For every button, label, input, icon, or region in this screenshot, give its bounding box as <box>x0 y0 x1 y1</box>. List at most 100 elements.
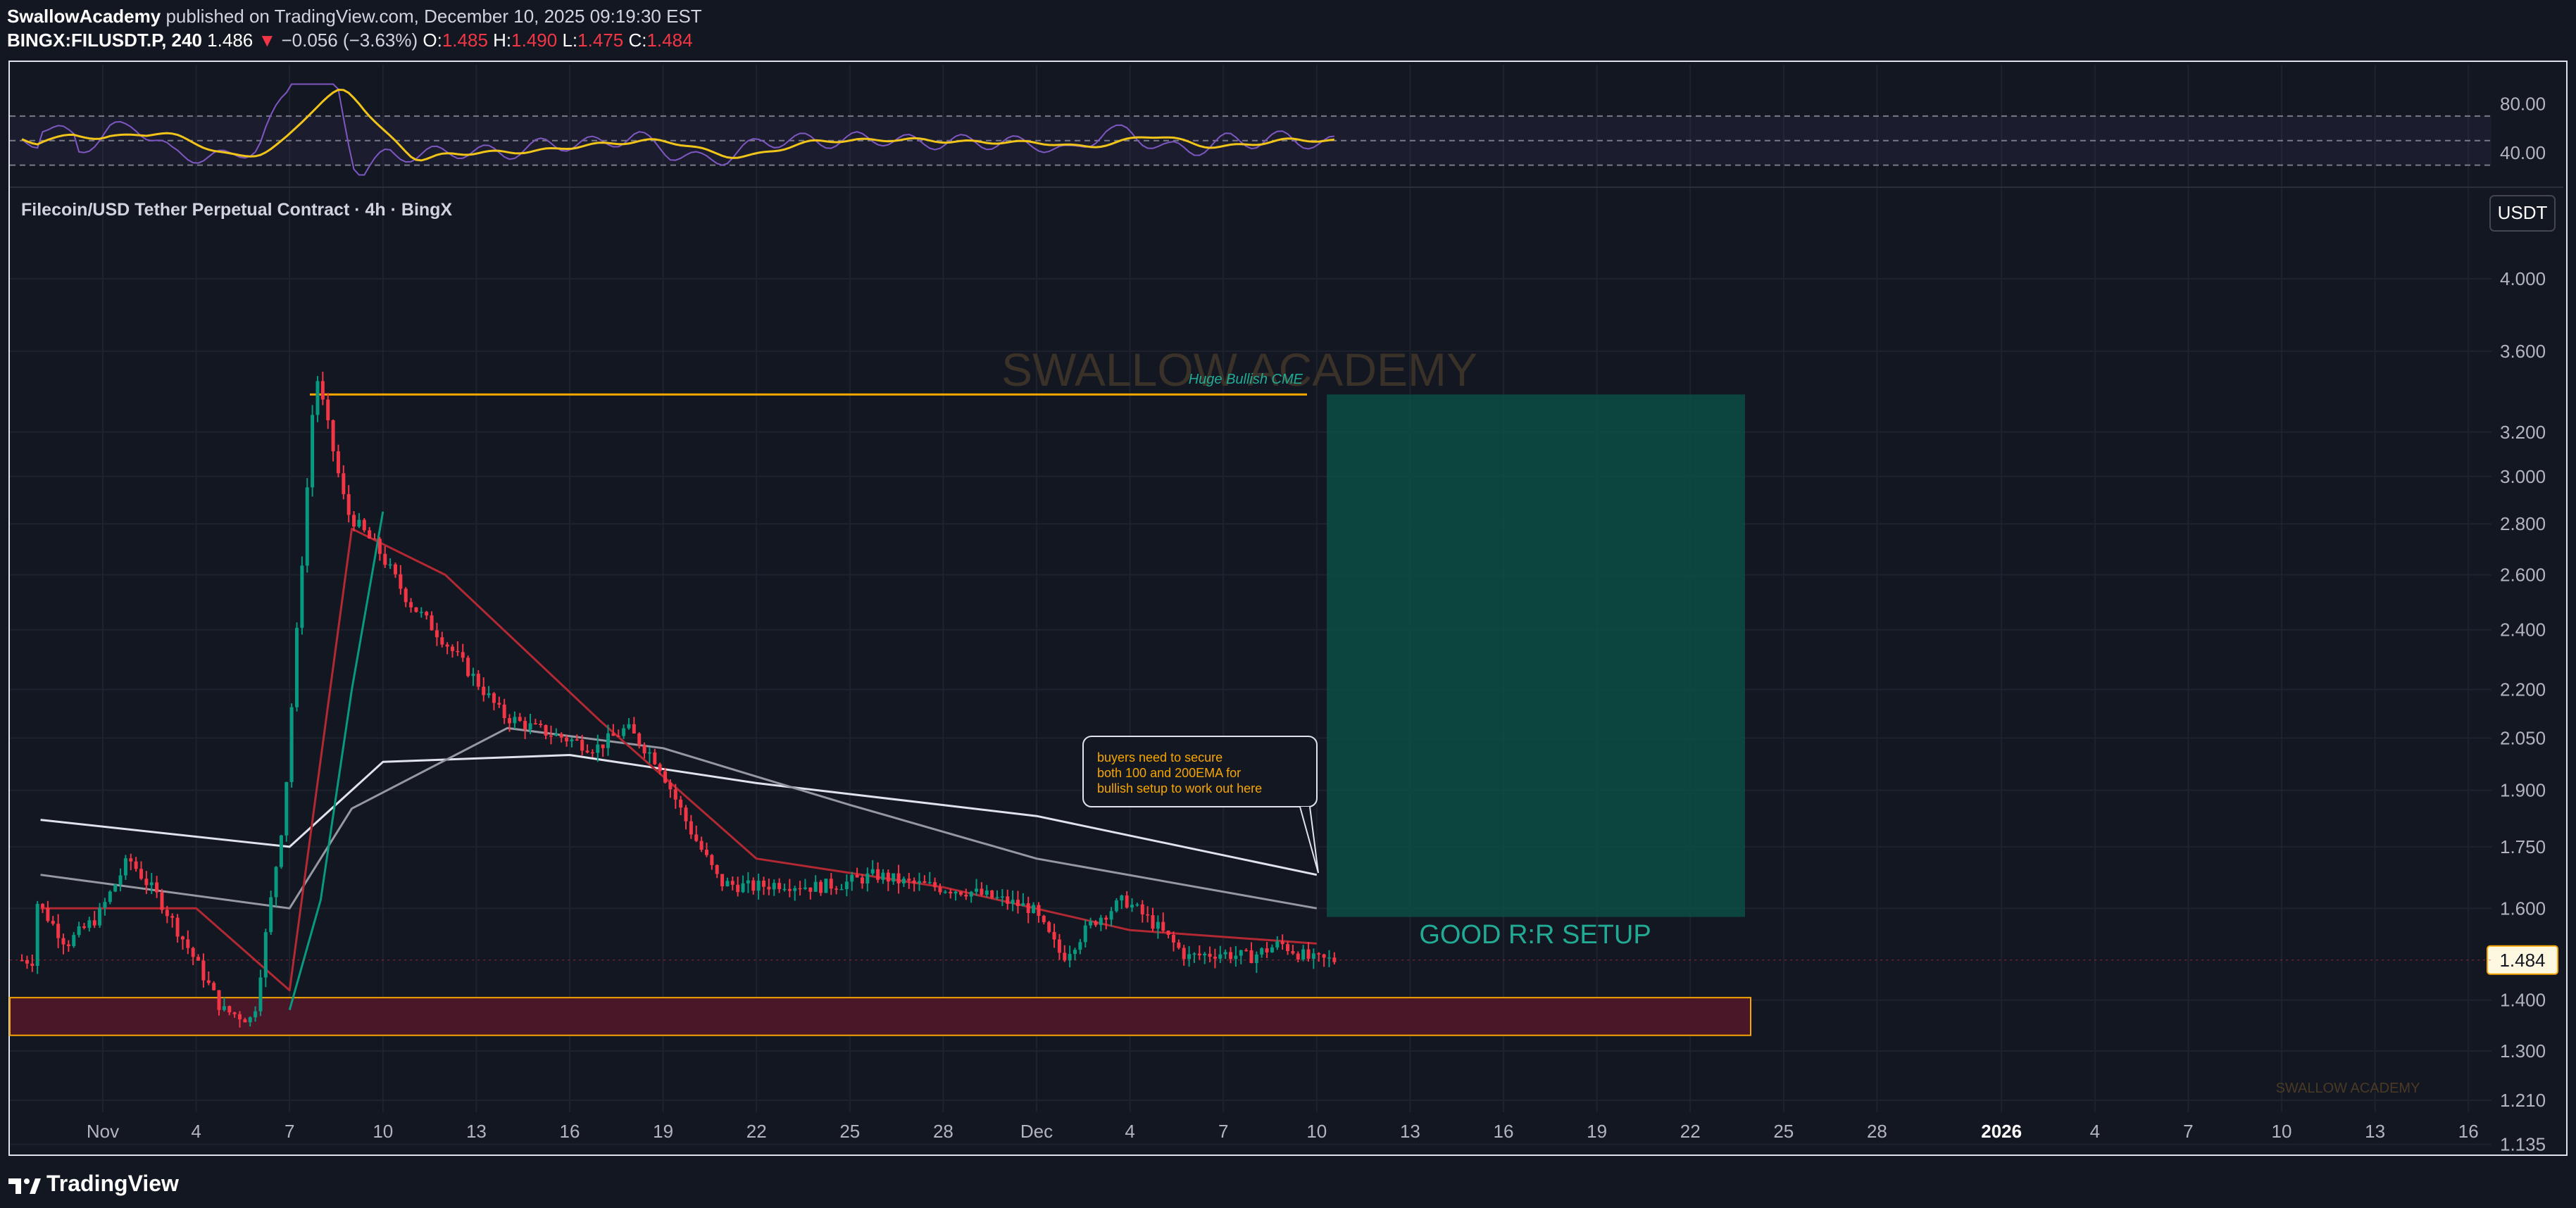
y-tick-label: 1.900 <box>2500 780 2546 801</box>
candle-body <box>113 884 118 892</box>
axes: Filecoin/USD Tether Perpetual Contract ·… <box>10 93 2558 1154</box>
candle-body <box>497 703 501 705</box>
candle-body <box>606 733 611 748</box>
candle-body <box>149 882 154 886</box>
x-tick-label: 13 <box>466 1121 487 1142</box>
ohlc-line: BINGX:FILUSDT.P, 240 1.486 ▼ −0.056 (−3.… <box>7 28 702 52</box>
candle-body <box>834 888 839 890</box>
candle-body <box>539 724 543 726</box>
candle-body <box>1213 957 1217 959</box>
candle-body <box>1239 950 1243 956</box>
candle-body <box>248 1017 252 1023</box>
candle-body <box>72 935 76 946</box>
candle-body <box>756 881 761 891</box>
candle-body <box>342 473 346 494</box>
candle-body <box>523 721 527 730</box>
close-value: 1.484 <box>646 30 693 51</box>
candle-body <box>1280 941 1284 945</box>
candle-body <box>476 674 480 687</box>
x-tick-label: Nov <box>87 1121 119 1142</box>
x-tick-label: 13 <box>2365 1121 2385 1142</box>
candle-body <box>912 880 916 883</box>
x-tick-label: 16 <box>560 1121 580 1142</box>
candle-body <box>1073 950 1077 955</box>
candle-body <box>975 888 979 892</box>
candle-body <box>320 381 325 400</box>
candle-body <box>82 926 86 929</box>
candle-body <box>642 745 646 754</box>
candle-body <box>51 921 55 924</box>
candle-body <box>570 739 574 742</box>
chart-frame[interactable] <box>8 61 2568 1156</box>
candle-body <box>46 907 50 921</box>
open-label: O: <box>423 30 442 51</box>
candle-body <box>611 733 615 736</box>
candle-body <box>1156 921 1160 929</box>
x-tick-label: 10 <box>1306 1121 1327 1142</box>
candle-body <box>969 891 973 897</box>
candle-body <box>368 530 372 539</box>
candle-body <box>673 789 677 800</box>
x-tick-label: 7 <box>285 1121 294 1142</box>
candle-body <box>730 881 734 885</box>
candle-body <box>933 882 937 888</box>
candle-body <box>30 963 35 967</box>
note-box <box>1082 736 1318 807</box>
candle-body <box>725 881 730 887</box>
candle-body <box>964 894 968 897</box>
candle-body <box>155 882 159 893</box>
currency-button[interactable] <box>2489 195 2556 232</box>
candle-body <box>1291 951 1295 954</box>
candle-body <box>1192 953 1196 955</box>
candle-body <box>295 627 299 707</box>
candle-body <box>575 739 579 741</box>
candle-body <box>1286 944 1290 952</box>
candle-body <box>123 858 127 876</box>
x-tick-label: 4 <box>2090 1121 2100 1142</box>
candle-body <box>736 884 740 893</box>
candle-body <box>1197 953 1201 956</box>
candle-body <box>1218 954 1223 959</box>
candle-body <box>767 886 771 890</box>
candle-body <box>824 879 828 893</box>
candle-body <box>191 948 195 957</box>
candle-body <box>886 872 890 882</box>
candle-body <box>1109 911 1113 920</box>
candle-body <box>425 612 429 616</box>
y-tick-label: 1.210 <box>2500 1090 2546 1111</box>
candle-body <box>254 1011 258 1018</box>
candle-body <box>632 724 636 734</box>
candle-body <box>434 630 439 638</box>
author-name[interactable]: SwallowAcademy <box>7 6 161 27</box>
candle-body <box>1177 942 1181 948</box>
candle-body <box>502 704 506 719</box>
candle-body <box>590 752 594 754</box>
candle-body <box>559 734 563 738</box>
candle-body <box>1166 931 1170 935</box>
candle-body <box>311 415 315 488</box>
published-text: published on TradingView.com, December 1… <box>165 6 702 27</box>
candle-body <box>160 892 164 910</box>
currency-button-label[interactable]: USDT <box>2498 202 2548 223</box>
candle-body <box>129 858 133 862</box>
candle-body <box>844 881 849 889</box>
candle-body <box>201 960 206 981</box>
candle-body <box>1125 895 1129 908</box>
candle-body <box>144 879 149 886</box>
candle-body <box>25 960 29 964</box>
candle-body <box>1032 905 1036 914</box>
candle-body <box>165 910 169 917</box>
x-tick-label: 19 <box>1587 1121 1607 1142</box>
grid-lines <box>10 65 2563 1145</box>
candle-body <box>803 887 807 889</box>
candle-body <box>787 888 792 891</box>
candle-body <box>206 980 211 983</box>
moving-average-line <box>288 511 384 1011</box>
rsi-ma-line <box>21 88 1334 162</box>
candle-body <box>585 750 589 753</box>
candle-body <box>1223 952 1227 955</box>
note-text-line: buyers need to secure <box>1097 750 1223 765</box>
candle-body <box>616 736 620 737</box>
candle-body <box>1011 900 1015 904</box>
